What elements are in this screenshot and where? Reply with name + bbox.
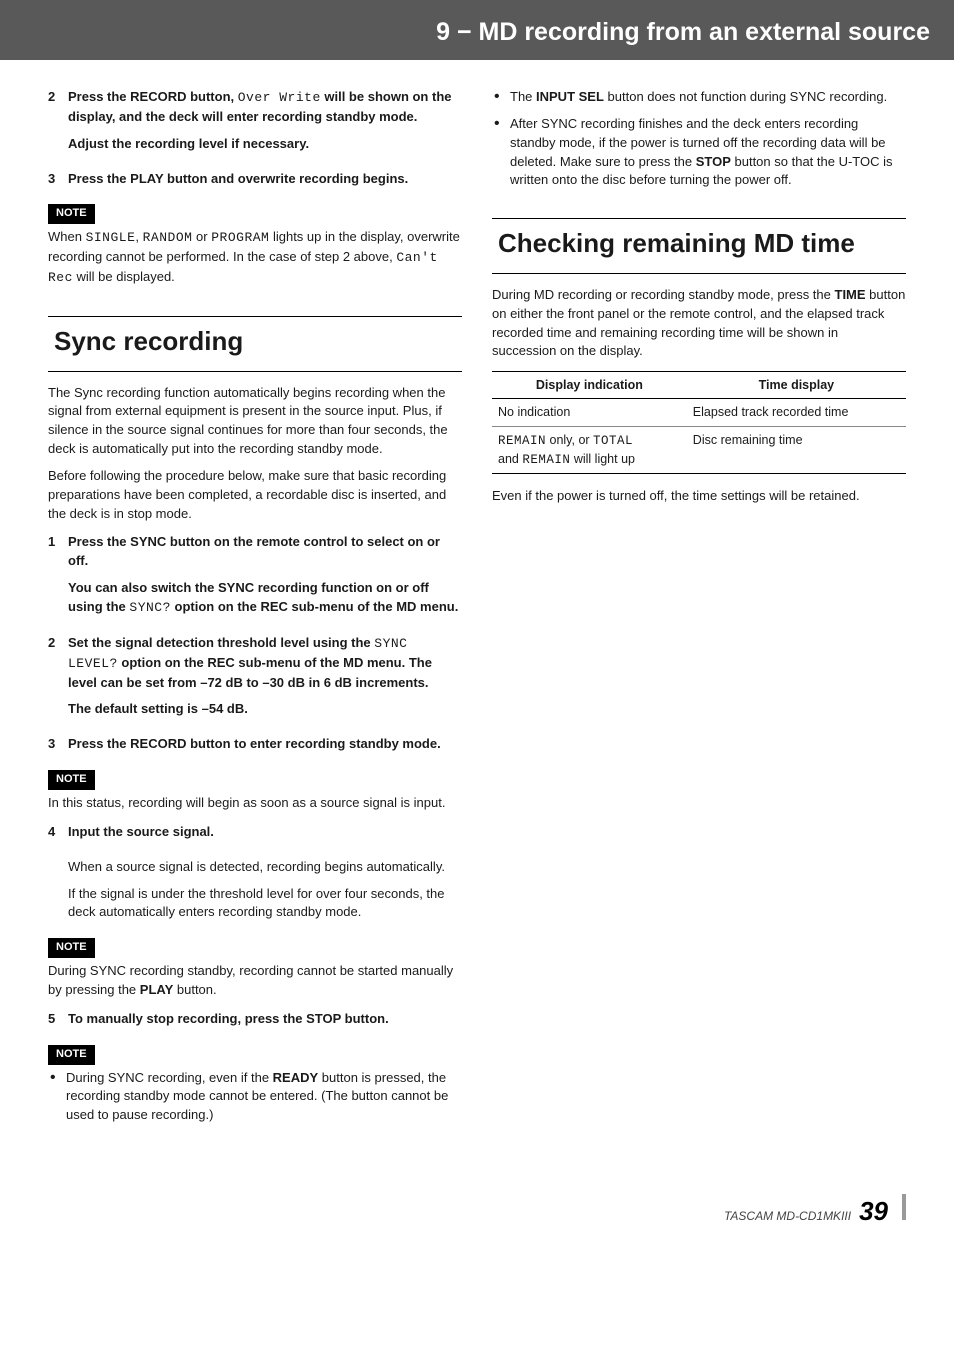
step-2: 2 Press the RECORD button, Over Write wi… <box>48 88 462 162</box>
step-text: Press the RECORD button to enter recordi… <box>68 735 462 754</box>
paragraph: During MD recording or recording standby… <box>492 286 906 361</box>
section-checking: Checking remaining MD time <box>492 218 906 274</box>
continued-bullets: The INPUT SEL button does not function d… <box>492 88 906 190</box>
chapter-header: 9 − MD recording from an external source <box>0 0 954 60</box>
step-subtext: When a source signal is detected, record… <box>68 858 462 877</box>
step-number: 2 <box>48 88 68 162</box>
table-cell: Elapsed track recorded time <box>687 399 906 426</box>
table-header: Display indication <box>492 372 687 399</box>
sync-step-3: 3 Press the RECORD button to enter recor… <box>48 735 462 754</box>
section-heading: Sync recording <box>54 323 462 361</box>
heading-wrap: Sync recording <box>48 323 462 372</box>
step-text: Input the source signal. <box>68 823 462 842</box>
table-cell: No indication <box>492 399 687 426</box>
table-row: REMAIN only, or TOTAL and REMAIN will li… <box>492 426 906 473</box>
sync-step-2: 2 Set the signal detection threshold lev… <box>48 634 462 727</box>
footer-bar <box>902 1194 906 1220</box>
step-text: Press the RECORD button, Over Write will… <box>68 88 462 127</box>
step-number: 5 <box>48 1010 68 1029</box>
note-text: During SYNC recording standby, recording… <box>48 962 462 1000</box>
content-area: 2 Press the RECORD button, Over Write wi… <box>0 88 954 1133</box>
list-item: After SYNC recording finishes and the de… <box>492 115 906 190</box>
note-bullets: During SYNC recording, even if the READY… <box>48 1069 462 1126</box>
step-body: Set the signal detection threshold level… <box>68 634 462 727</box>
list-item: During SYNC recording, even if the READY… <box>48 1069 462 1126</box>
time-display-table: Display indication Time display No indic… <box>492 371 906 474</box>
step-text: The default setting is –54 dB. <box>68 700 462 719</box>
table-row: No indication Elapsed track recorded tim… <box>492 399 906 426</box>
left-column: 2 Press the RECORD button, Over Write wi… <box>48 88 462 1133</box>
paragraph: Even if the power is turned off, the tim… <box>492 484 906 509</box>
chapter-title: 9 − MD recording from an external source <box>436 14 930 50</box>
paragraph: The Sync recording function automaticall… <box>48 384 462 459</box>
page-number: 39 <box>859 1193 888 1231</box>
step-number: 1 <box>48 533 68 625</box>
step-text: To manually stop recording, press the ST… <box>68 1010 462 1029</box>
step-number: 3 <box>48 735 68 754</box>
sync-step-1: 1 Press the SYNC button on the remote co… <box>48 533 462 625</box>
step-text: Press the PLAY button and overwrite reco… <box>68 170 462 189</box>
note-label: NOTE <box>48 938 95 958</box>
step-body: Press the RECORD button, Over Write will… <box>68 88 462 162</box>
right-column: The INPUT SEL button does not function d… <box>492 88 906 1133</box>
step-number: 2 <box>48 634 68 727</box>
sync-step-5: 5 To manually stop recording, press the … <box>48 1010 462 1029</box>
step-text: You can also switch the SYNC recording f… <box>68 579 462 618</box>
step-number: 4 <box>48 823 68 850</box>
list-item: The INPUT SEL button does not function d… <box>492 88 906 107</box>
step-text-line2: Adjust the recording level if necessary. <box>68 135 462 154</box>
table-cell: REMAIN only, or TOTAL and REMAIN will li… <box>492 426 687 473</box>
step-text: Set the signal detection threshold level… <box>68 634 462 693</box>
paragraph: Before following the procedure below, ma… <box>48 467 462 524</box>
step-3: 3 Press the PLAY button and overwrite re… <box>48 170 462 189</box>
section-sync: Sync recording <box>48 316 462 372</box>
step-body: Input the source signal. <box>68 823 462 850</box>
model-name: TASCAM MD-CD1MKIII <box>724 1208 851 1225</box>
heading-wrap: Checking remaining MD time <box>492 225 906 274</box>
note-label: NOTE <box>48 204 95 224</box>
section-heading: Checking remaining MD time <box>498 225 906 263</box>
note-label: NOTE <box>48 770 95 790</box>
table-header: Time display <box>687 372 906 399</box>
note-text: When SINGLE, RANDOM or PROGRAM lights up… <box>48 228 462 288</box>
step-subtext: If the signal is under the threshold lev… <box>68 885 462 923</box>
note-text: In this status, recording will begin as … <box>48 794 462 813</box>
sync-step-4: 4 Input the source signal. <box>48 823 462 850</box>
step-body: Press the SYNC button on the remote cont… <box>68 533 462 625</box>
step-text: Press the SYNC button on the remote cont… <box>68 533 462 571</box>
table-cell: Disc remaining time <box>687 426 906 473</box>
note-label: NOTE <box>48 1045 95 1065</box>
page-footer: TASCAM MD-CD1MKIII 39 <box>0 1173 954 1247</box>
step-number: 3 <box>48 170 68 189</box>
